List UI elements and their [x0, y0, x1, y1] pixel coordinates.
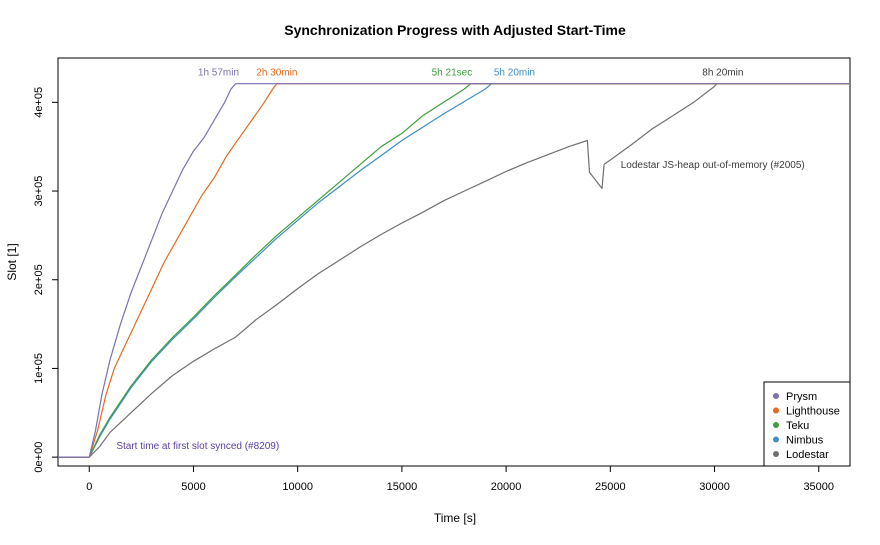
legend-label-prysm: Prysm — [786, 391, 817, 403]
legend: Prysm Lighthouse Teku Nimbus Lodestar — [763, 381, 851, 467]
x-tick-label: 25000 — [595, 481, 626, 493]
annotation-3: 5h 20min — [494, 68, 535, 79]
chart-title: Synchronization Progress with Adjusted S… — [284, 22, 626, 38]
y-tick-label: 0e+00 — [33, 442, 45, 473]
x-axis-label: Time [s] — [434, 511, 476, 525]
legend-marker-lighthouse — [773, 407, 779, 414]
legend-label-nimbus: Nimbus — [786, 435, 824, 447]
plot-area: 0 5000 10000 15000 20000 25000 30000 35000 0e+00… — [33, 57, 851, 493]
y-tick-label: 1e+05 — [33, 353, 45, 384]
x-tick-label: 0 — [86, 481, 92, 493]
legend-label-teku: Teku — [786, 420, 809, 432]
y-tick-label: 3e+05 — [33, 176, 45, 207]
x-tick-label: 30000 — [699, 481, 730, 493]
annotation-0: 1h 57min — [198, 68, 239, 79]
series-line-lighthouse — [58, 83, 850, 458]
annotation-2: 5h 21sec — [432, 68, 473, 79]
series-line-nimbus — [58, 83, 850, 458]
y-tick-label: 4e+05 — [33, 87, 45, 118]
x-tick-label: 20000 — [491, 481, 522, 493]
x-tick-label: 15000 — [387, 481, 418, 493]
legend-marker-prysm — [773, 393, 779, 399]
series-line-lodestar — [58, 83, 850, 458]
y-axis-label: Slot [1] — [5, 243, 19, 280]
series-line-prysm — [58, 83, 850, 458]
plot-frame — [57, 57, 851, 467]
legend-marker-nimbus — [773, 436, 779, 443]
x-tick-label: 10000 — [282, 481, 313, 493]
annotation-6: Start time at first slot synced (#8209) — [116, 441, 279, 452]
x-tick-label: 35000 — [803, 481, 834, 493]
annotation-1: 2h 30min — [256, 68, 297, 79]
y-tick-label: 2e+05 — [33, 264, 45, 295]
x-tick-label: 5000 — [181, 481, 205, 493]
legend-label-lighthouse: Lighthouse — [786, 406, 840, 418]
legend-marker-lodestar — [773, 451, 779, 457]
annotation-5: Lodestar JS-heap out-of-memory (#2005) — [621, 160, 805, 171]
series-lines — [58, 83, 850, 458]
annotation-4: 8h 20min — [702, 68, 743, 79]
series-line-teku — [58, 83, 850, 458]
legend-label-lodestar: Lodestar — [786, 449, 829, 461]
legend-marker-teku — [773, 422, 779, 428]
